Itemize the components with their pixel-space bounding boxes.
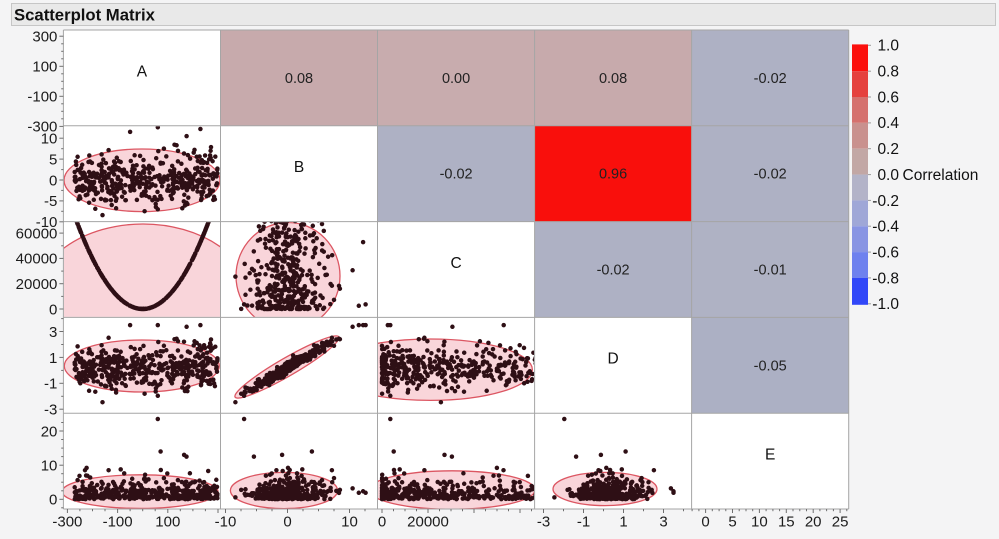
svg-text:0: 0 [49, 492, 57, 509]
svg-text:-100: -100 [27, 89, 57, 106]
svg-text:20000: 20000 [407, 514, 449, 531]
svg-text:1: 1 [619, 514, 627, 531]
svg-text:0.08: 0.08 [285, 71, 313, 87]
svg-text:-0.2: -0.2 [872, 193, 899, 210]
svg-text:100: 100 [155, 514, 180, 531]
svg-text:-3: -3 [537, 514, 550, 531]
svg-text:10: 10 [41, 131, 58, 148]
svg-text:20: 20 [805, 514, 822, 531]
svg-text:-3: -3 [44, 402, 57, 419]
svg-text:A: A [137, 63, 148, 80]
svg-text:15: 15 [778, 514, 795, 531]
svg-text:-0.02: -0.02 [597, 263, 630, 279]
svg-text:100: 100 [32, 59, 57, 76]
svg-text:0: 0 [701, 514, 709, 531]
svg-text:0.6: 0.6 [877, 89, 899, 106]
svg-text:20000: 20000 [16, 276, 58, 293]
svg-text:0.8: 0.8 [877, 64, 899, 81]
svg-text:-1.0: -1.0 [872, 296, 899, 313]
svg-text:C: C [450, 255, 461, 272]
svg-text:0: 0 [378, 514, 386, 531]
svg-text:D: D [607, 351, 618, 368]
svg-text:0.08: 0.08 [599, 71, 627, 87]
svg-text:B: B [294, 159, 304, 176]
svg-text:-0.6: -0.6 [872, 245, 899, 262]
svg-text:-300: -300 [52, 514, 82, 531]
svg-text:20: 20 [41, 423, 58, 440]
svg-text:40000: 40000 [16, 251, 58, 268]
svg-text:-0.4: -0.4 [872, 219, 899, 236]
svg-text:5: 5 [728, 514, 736, 531]
svg-text:-0.05: -0.05 [754, 358, 787, 374]
svg-text:0: 0 [49, 301, 57, 318]
svg-text:-100: -100 [103, 514, 133, 531]
svg-text:-0.02: -0.02 [754, 71, 787, 87]
svg-text:-0.02: -0.02 [440, 167, 473, 183]
svg-text:-0.02: -0.02 [754, 167, 787, 183]
svg-text:E: E [765, 447, 775, 464]
svg-text:-0.8: -0.8 [872, 270, 899, 287]
svg-text:-5: -5 [44, 193, 57, 210]
svg-text:5: 5 [49, 151, 57, 168]
svg-text:-300: -300 [27, 119, 57, 136]
svg-text:60000: 60000 [16, 225, 58, 242]
svg-text:10: 10 [41, 458, 58, 475]
svg-text:-1: -1 [44, 376, 57, 393]
svg-text:0.96: 0.96 [599, 167, 627, 183]
svg-text:300: 300 [32, 29, 57, 46]
svg-text:-10: -10 [36, 214, 58, 231]
svg-text:-10: -10 [215, 514, 237, 531]
svg-text:0: 0 [49, 172, 57, 189]
svg-text:0.2: 0.2 [877, 141, 899, 158]
svg-text:0.4: 0.4 [877, 115, 899, 132]
svg-text:3: 3 [49, 324, 57, 341]
svg-text:25: 25 [832, 514, 849, 531]
svg-text:10: 10 [751, 514, 768, 531]
svg-text:0: 0 [283, 514, 291, 531]
svg-text:Scatterplot Matrix: Scatterplot Matrix [14, 6, 156, 25]
svg-text:Correlation: Correlation [903, 167, 979, 184]
svg-text:-1: -1 [577, 514, 590, 531]
svg-text:0.0: 0.0 [877, 167, 899, 184]
svg-text:1.0: 1.0 [877, 38, 899, 55]
svg-text:3: 3 [659, 514, 667, 531]
svg-text:-0.01: -0.01 [754, 263, 787, 279]
svg-text:0.00: 0.00 [442, 71, 470, 87]
svg-text:1: 1 [49, 350, 57, 367]
svg-text:10: 10 [341, 514, 358, 531]
